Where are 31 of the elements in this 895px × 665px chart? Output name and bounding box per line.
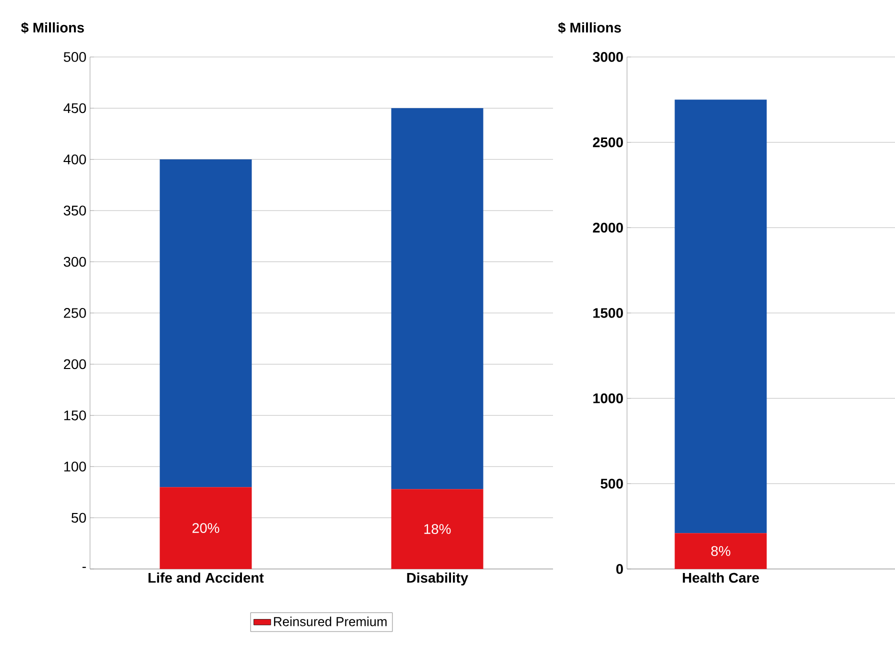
y-axis-title: $ Millions — [21, 22, 84, 34]
y-tick-label: 150 — [64, 410, 86, 420]
y-tick-label: 400 — [64, 154, 86, 164]
x-tick-label: Disability — [407, 572, 468, 586]
y-tick-label: 500 — [64, 52, 86, 62]
y-tick-label: 250 — [64, 308, 86, 318]
y-tick-label: 300 — [64, 256, 86, 267]
x-tick-label: Life and Accident — [148, 572, 264, 583]
bar — [160, 159, 252, 488]
bar — [160, 487, 252, 569]
annotation: 18% — [424, 524, 451, 534]
y-tick-label: 50 — [72, 512, 86, 523]
y-tick-label: 350 — [64, 206, 86, 216]
y-tick-label: 1000 — [593, 393, 623, 404]
y-tick-label: 100 — [64, 462, 86, 472]
annotation: 20% — [192, 523, 220, 533]
legend-label: Reinsured Premium — [274, 616, 387, 626]
y-tick-label: 2500 — [592, 137, 623, 148]
y-tick-label: - — [82, 566, 86, 568]
y-tick-label: 200 — [64, 359, 86, 370]
annotation: 8% — [711, 546, 730, 556]
y-tick-label: 0 — [616, 564, 623, 574]
y-tick-label: 500 — [600, 478, 623, 489]
y-tick-label: 3000 — [592, 52, 623, 62]
y-tick-label: 2000 — [592, 222, 623, 233]
bar — [391, 489, 484, 569]
y-axis-title: $ Millions — [558, 22, 621, 34]
y-tick-label: 1500 — [593, 308, 623, 318]
x-tick-label: Health Care — [682, 572, 759, 583]
y-tick-label: 450 — [64, 103, 86, 114]
bar — [391, 108, 484, 490]
